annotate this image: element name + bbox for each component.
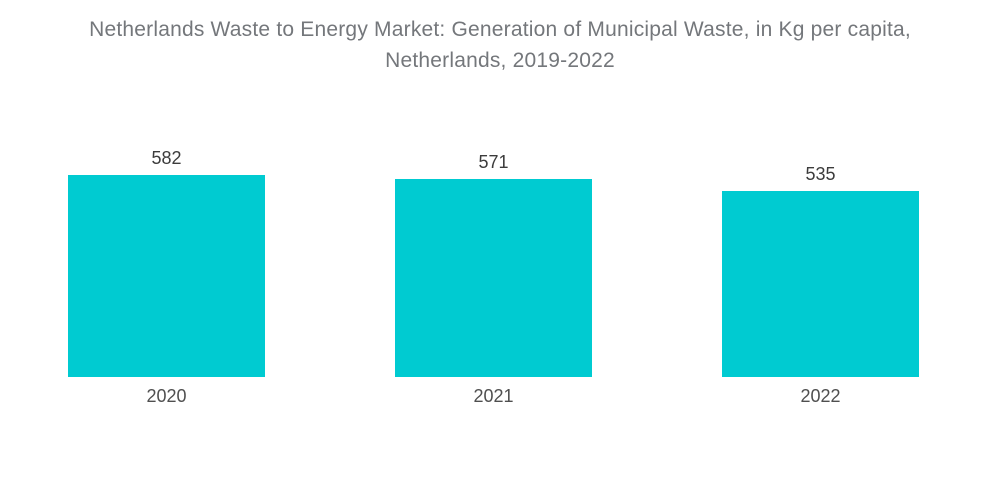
bar-value-label: 582 [151, 148, 182, 168]
chart-title-line-2: Netherlands, 2019-2022 [385, 49, 615, 72]
bar-2021 [395, 179, 592, 377]
bar-2020 [68, 175, 265, 377]
chart-title: Netherlands Waste to Energy Market: Gene… [0, 14, 1000, 76]
bar-value-label: 535 [805, 164, 836, 184]
category-label: 2022 [800, 386, 841, 406]
bar-group-2022: 535 2022 [722, 165, 919, 405]
bar-group-2021: 571 2021 [395, 153, 592, 405]
bar-group-2020: 582 2020 [68, 149, 265, 405]
chart-title-line-1: Netherlands Waste to Energy Market: Gene… [89, 18, 911, 41]
bar-value-label: 571 [478, 152, 509, 172]
bar-2022 [722, 191, 919, 377]
category-label: 2021 [473, 386, 514, 406]
category-label: 2020 [146, 386, 187, 406]
